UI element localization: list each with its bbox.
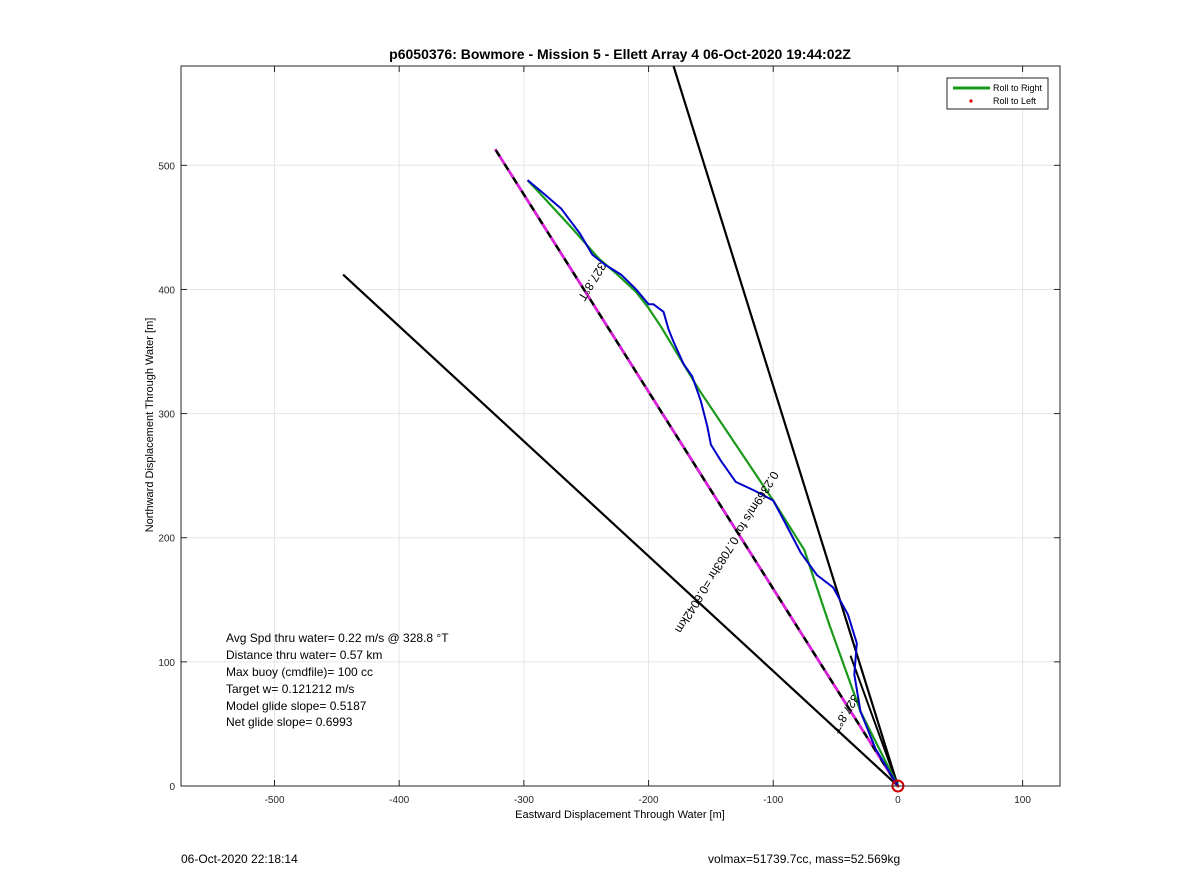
annotation-label-2: 327.8°T bbox=[828, 692, 862, 736]
y-tick-label: 100 bbox=[158, 658, 175, 669]
x-tick-label: -200 bbox=[639, 795, 659, 806]
grid-lines bbox=[181, 66, 1060, 787]
reference-line-4 bbox=[849, 655, 899, 786]
stat-model-glide: Model glide slope= 0.5187 bbox=[226, 699, 367, 713]
reference-lines bbox=[342, 66, 899, 786]
footer-timestamp: 06-Oct-2020 22:18:14 bbox=[181, 852, 298, 866]
y-tick-label: 500 bbox=[158, 161, 175, 172]
stat-avg-speed: Avg Spd thru water= 0.22 m/s @ 328.8 °T bbox=[226, 631, 449, 645]
axis-ticks: -500 -400 -300 -200 -100 0 100 0 100 200 300 400 500 bbox=[158, 66, 1060, 806]
stat-max-buoy: Max buoy (cmdfile)= 100 cc bbox=[226, 665, 373, 679]
legend-swatch-roll-left bbox=[969, 99, 973, 103]
x-tick-label: -100 bbox=[763, 795, 783, 806]
x-tick-label: 0 bbox=[895, 795, 901, 806]
x-tick-label: -300 bbox=[514, 795, 534, 806]
legend-label-roll-left: Roll to Left bbox=[993, 96, 1037, 106]
stat-target-w: Target w= 0.121212 m/s bbox=[226, 682, 354, 696]
data-series bbox=[526, 179, 899, 786]
annotation-label-1: 0.2369m/s for 0.7083hr =0.6042km bbox=[672, 469, 782, 636]
stat-net-glide: Net glide slope= 0.6993 bbox=[226, 715, 353, 729]
y-tick-label: 300 bbox=[158, 410, 175, 421]
x-tick-label: -500 bbox=[265, 795, 285, 806]
reference-line-1 bbox=[342, 273, 899, 786]
stats-block: Avg Spd thru water= 0.22 m/s @ 328.8 °T … bbox=[226, 631, 449, 729]
series-line-0 bbox=[526, 179, 899, 786]
x-tick-label: 100 bbox=[1014, 795, 1031, 806]
reference-line-3 bbox=[494, 148, 899, 786]
legend-label-roll-right: Roll to Right bbox=[993, 83, 1043, 93]
x-tick-label: -400 bbox=[389, 795, 409, 806]
axes-frame bbox=[180, 65, 1061, 787]
legend-box bbox=[946, 77, 1049, 110]
legend: Roll to Right Roll to Left bbox=[946, 77, 1049, 110]
y-tick-label: 400 bbox=[158, 285, 175, 296]
series-line-1 bbox=[526, 179, 899, 786]
annotations: 327.8°T0.2369m/s for 0.7083hr =0.6042km3… bbox=[575, 260, 862, 736]
stat-distance: Distance thru water= 0.57 km bbox=[226, 648, 382, 662]
y-tick-label: 200 bbox=[158, 534, 175, 545]
reference-line-0 bbox=[672, 66, 899, 786]
footer-volmax-mass: volmax=51739.7cc, mass=52.569kg bbox=[708, 852, 901, 866]
chart-title: p6050376: Bowmore - Mission 5 - Ellett A… bbox=[389, 46, 851, 62]
y-tick-label: 0 bbox=[169, 782, 175, 793]
y-axis-label: Northward Displacement Through Water [m] bbox=[144, 318, 156, 533]
x-axis-label: Eastward Displacement Through Water [m] bbox=[515, 809, 725, 821]
